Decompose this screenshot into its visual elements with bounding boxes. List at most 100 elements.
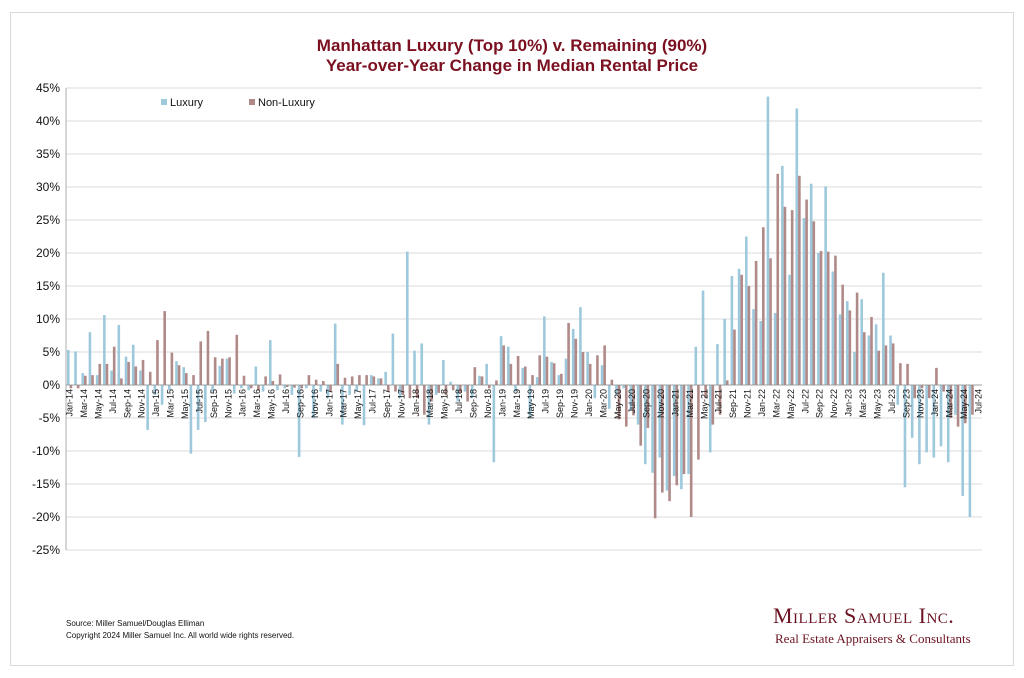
non-luxury-bar xyxy=(718,385,722,415)
non-luxury-bar xyxy=(314,379,318,385)
x-tick-label: May-16 xyxy=(267,389,277,419)
non-luxury-bar xyxy=(574,338,578,385)
non-luxury-bar xyxy=(242,375,246,385)
non-luxury-bar xyxy=(790,210,794,385)
luxury-bar xyxy=(499,336,503,385)
non-luxury-bar xyxy=(920,385,924,389)
luxury-bar xyxy=(362,385,366,426)
non-luxury-bar xyxy=(906,363,909,385)
x-tick-label: Nov-23 xyxy=(916,389,926,418)
luxury-bar xyxy=(889,335,892,385)
x-tick-label: Jul-20 xyxy=(627,389,637,414)
x-tick-label: Jan-23 xyxy=(844,389,854,417)
non-luxury-bar xyxy=(560,373,563,385)
non-luxury-bar xyxy=(617,385,621,420)
non-luxury-bar xyxy=(257,385,260,391)
non-luxury-bar xyxy=(783,206,787,385)
luxury-bar xyxy=(290,385,294,395)
luxury-bar xyxy=(600,365,604,385)
non-luxury-bar xyxy=(192,375,195,385)
x-tick-label: May-15 xyxy=(180,389,190,419)
company-logo-name: Miller Samuel Inc. xyxy=(773,603,955,628)
x-tick-label: Nov-15 xyxy=(223,389,233,418)
non-luxury-bar xyxy=(156,340,159,385)
x-tick-label: Jan-17 xyxy=(324,389,334,417)
x-tick-label: Nov-14 xyxy=(137,389,147,418)
luxury-bar xyxy=(672,385,676,477)
non-luxury-bar xyxy=(855,292,859,385)
luxury-bar xyxy=(333,323,337,385)
luxury-bar xyxy=(882,272,885,385)
x-tick-label: Mar-17 xyxy=(339,389,349,418)
luxury-bar xyxy=(204,385,207,422)
non-luxury-bar xyxy=(877,350,881,385)
luxury-bar xyxy=(95,375,99,385)
x-tick-label: Nov-22 xyxy=(829,389,839,418)
legend-swatch xyxy=(161,99,167,105)
x-tick-label: Sep-15 xyxy=(209,389,219,418)
x-tick-label: Jan-15 xyxy=(151,389,161,417)
non-luxury-bar xyxy=(69,385,73,389)
luxury-bar xyxy=(586,352,589,385)
non-luxury-bar xyxy=(668,385,671,502)
x-tick-label: Sep-16 xyxy=(295,389,305,418)
luxury-bar xyxy=(355,385,359,392)
luxury-bar xyxy=(781,165,784,385)
luxury-bar xyxy=(377,378,380,385)
non-luxury-bar xyxy=(343,377,347,385)
luxury-bar xyxy=(802,218,806,385)
x-tick-label: Mar-15 xyxy=(166,389,176,418)
non-luxury-bar xyxy=(444,385,448,395)
luxury-bar xyxy=(946,385,950,463)
non-luxury-bar xyxy=(689,385,693,517)
luxury-bar xyxy=(175,361,178,385)
luxury-bar xyxy=(838,314,842,385)
non-luxury-bar xyxy=(502,345,505,385)
x-tick-label: Jan-18 xyxy=(411,389,421,417)
luxury-bar xyxy=(651,385,654,473)
luxury-bar xyxy=(867,335,871,385)
non-luxury-bar xyxy=(740,274,743,385)
non-luxury-bar xyxy=(148,371,152,385)
x-tick-label: May-14 xyxy=(93,389,103,419)
non-luxury-bar xyxy=(415,385,419,399)
x-tick-label: Jan-19 xyxy=(497,389,507,417)
luxury-bar xyxy=(910,385,914,438)
non-luxury-bar xyxy=(365,375,368,385)
luxury-bar xyxy=(918,385,921,465)
non-luxury-bar xyxy=(401,385,404,395)
non-luxury-bar xyxy=(769,258,772,385)
luxury-bar xyxy=(131,344,135,385)
non-luxury-bar xyxy=(386,385,390,392)
non-luxury-bar xyxy=(300,385,304,389)
luxury-bar xyxy=(932,385,936,458)
non-luxury-bar xyxy=(228,357,231,385)
non-luxury-bar xyxy=(379,378,383,385)
non-luxury-bar xyxy=(704,385,707,399)
luxury-bar xyxy=(708,385,712,453)
luxury-bar xyxy=(167,385,171,391)
luxury-bar xyxy=(788,274,791,385)
non-luxury-bar xyxy=(870,317,873,385)
non-luxury-bar xyxy=(76,385,80,389)
luxury-bar xyxy=(283,385,286,389)
luxury-bar xyxy=(232,385,236,394)
y-tick-label: 25% xyxy=(36,213,60,227)
luxury-bar xyxy=(434,385,438,395)
luxury-bar xyxy=(492,385,496,463)
x-tick-label: Mar-23 xyxy=(858,389,868,418)
x-tick-label: Nov-16 xyxy=(310,389,320,418)
luxury-bar xyxy=(297,385,301,457)
y-tick-label: 20% xyxy=(36,246,60,260)
luxury-bar xyxy=(88,332,92,385)
legend-swatch xyxy=(249,99,255,105)
luxury-bar xyxy=(254,366,258,385)
x-tick-label: Nov-20 xyxy=(656,389,666,418)
x-tick-label: Jan-21 xyxy=(670,389,680,417)
non-luxury-bar xyxy=(271,381,275,385)
non-luxury-bar xyxy=(264,376,267,385)
non-luxury-bar xyxy=(646,385,650,428)
luxury-bar xyxy=(240,385,243,389)
luxury-bar xyxy=(579,307,582,385)
non-luxury-bar xyxy=(206,330,210,385)
